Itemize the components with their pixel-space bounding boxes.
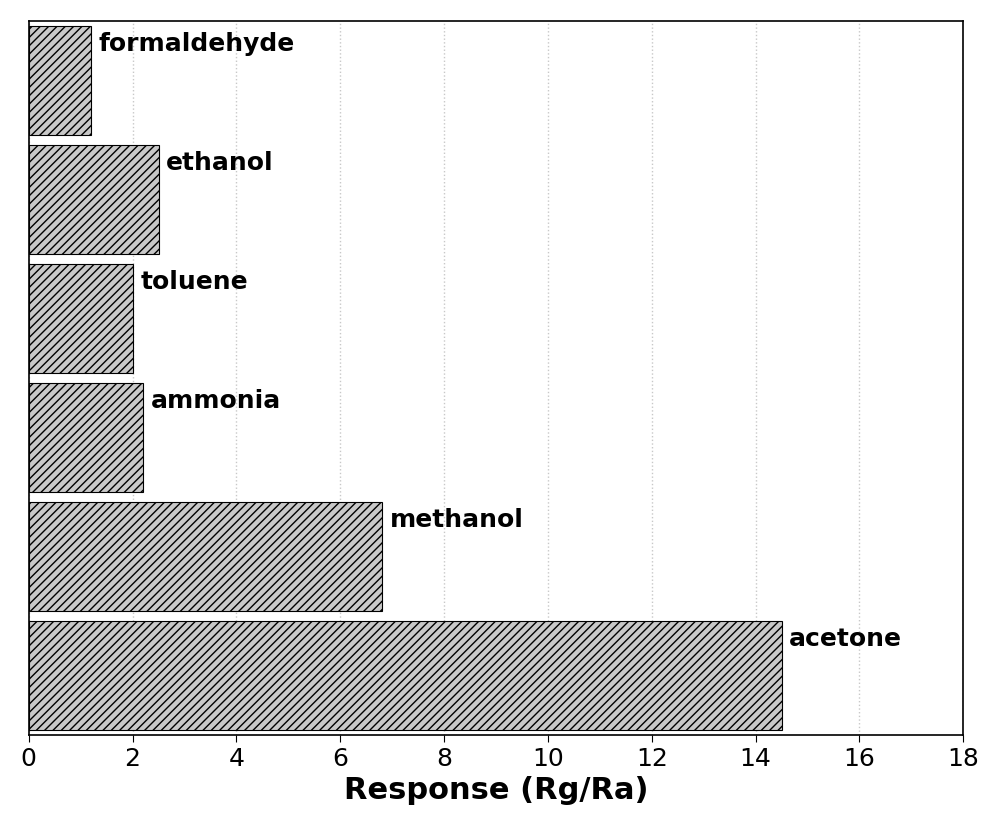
Bar <box>29 26 91 135</box>
Text: acetone: acetone <box>789 626 902 651</box>
Bar <box>29 501 382 611</box>
X-axis label: Response (Rg/Ra): Response (Rg/Ra) <box>344 776 648 805</box>
Text: formaldehyde: formaldehyde <box>99 31 295 55</box>
Bar <box>29 263 133 373</box>
Bar <box>29 145 159 254</box>
Text: ammonia: ammonia <box>151 388 281 412</box>
Bar <box>29 620 782 730</box>
Text: methanol: methanol <box>390 507 523 531</box>
Bar <box>29 382 143 492</box>
Text: ethanol: ethanol <box>166 150 274 174</box>
Text: toluene: toluene <box>140 269 248 293</box>
